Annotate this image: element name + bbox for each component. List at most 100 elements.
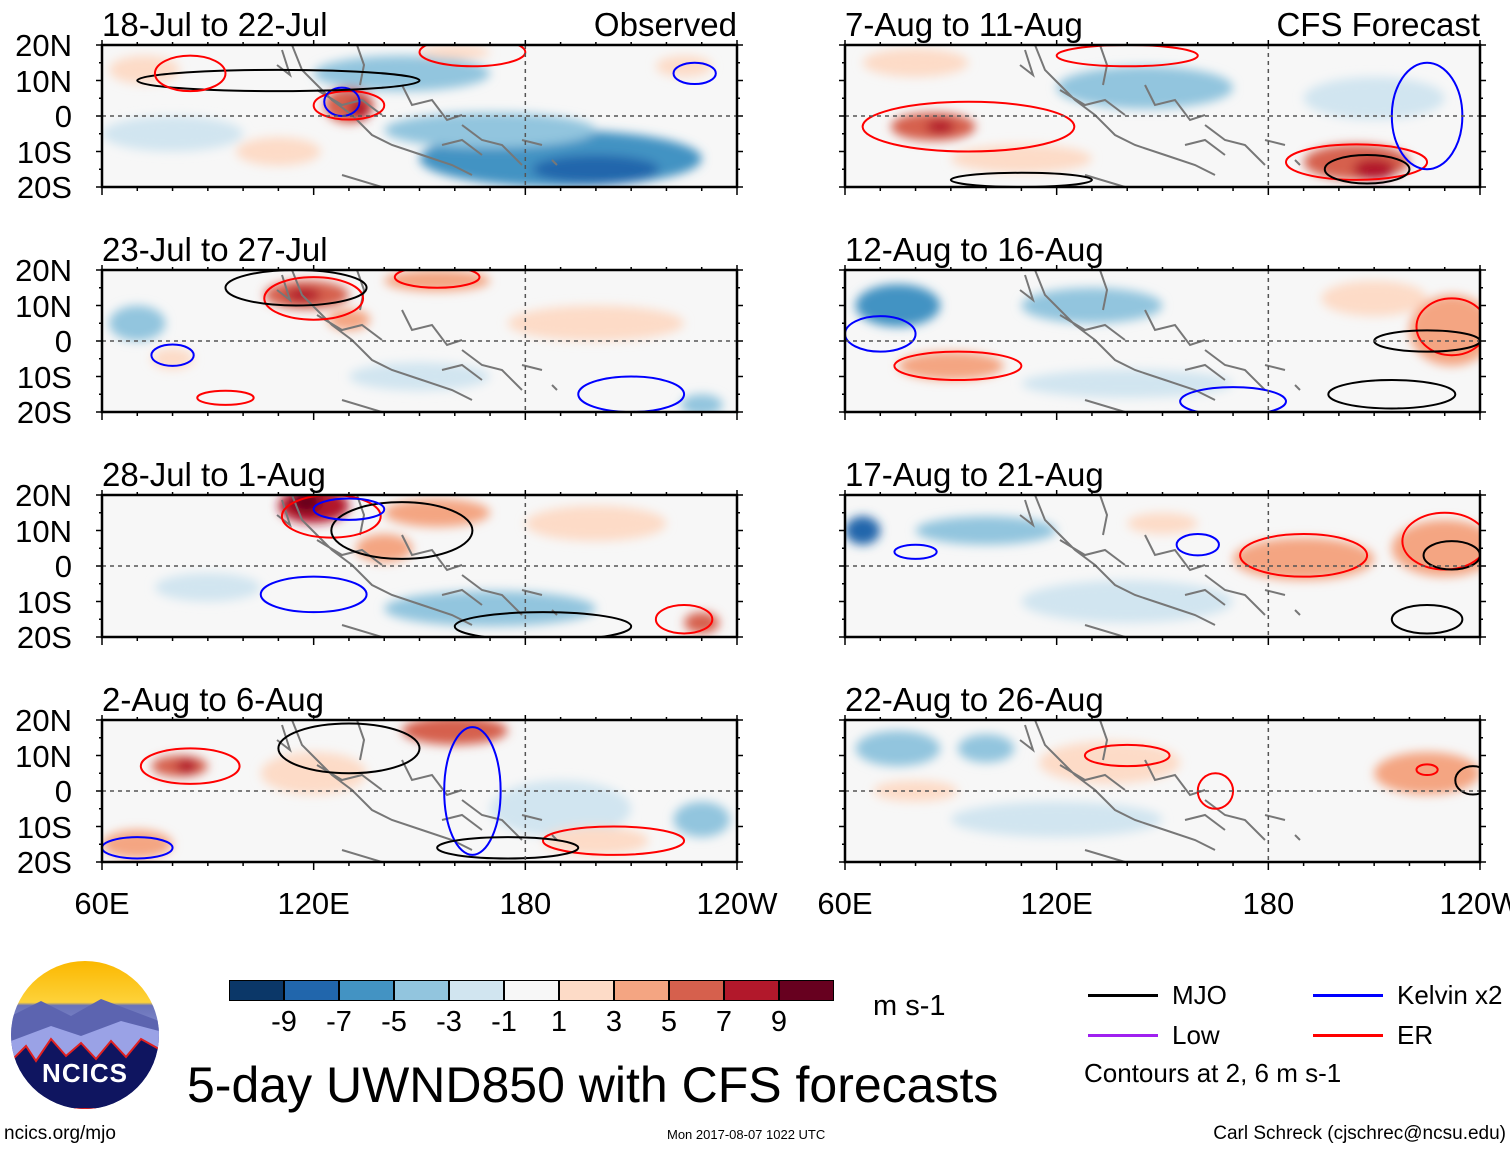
colorbar-label: 7 <box>715 1006 733 1038</box>
colorbar-label: 9 <box>770 1006 788 1038</box>
colorbar-swatch <box>284 980 339 1001</box>
map-svg <box>96 40 743 195</box>
colorbar-label: -5 <box>381 1006 407 1038</box>
legend-label: Kelvin x2 <box>1397 980 1503 1010</box>
anomaly-blob <box>1303 76 1445 120</box>
legend-swatch-mjo <box>1088 994 1158 997</box>
map-svg <box>839 490 1486 645</box>
anomaly-blob <box>926 119 955 134</box>
contour-er <box>1284 143 1429 181</box>
map-panel <box>839 265 1486 420</box>
logo-text: NCICS <box>42 1058 128 1088</box>
contour-er <box>541 825 686 856</box>
lon-tick-label: 60E <box>817 886 873 921</box>
anomaly-blob <box>176 759 198 774</box>
anomaly-blob <box>1127 512 1198 535</box>
contour-mjo <box>330 501 474 560</box>
panel-title: 2-Aug to 6-Aug <box>102 681 324 718</box>
anomaly-blob <box>862 48 969 77</box>
legend-label: Low <box>1172 1020 1220 1050</box>
lat-tick-label: 0 <box>54 324 72 359</box>
anomaly-blob <box>260 751 367 795</box>
map-svg <box>96 715 743 870</box>
panel-title: 7-Aug to 11-Aug <box>845 6 1083 43</box>
lon-tick-label: 120W <box>696 886 778 921</box>
lat-tick-label: 10N <box>15 738 72 774</box>
anomaly-blob <box>655 55 713 77</box>
map-panel <box>96 40 743 195</box>
anomaly-blob <box>1353 158 1396 180</box>
contour-kelvin <box>577 375 686 412</box>
anomaly-blob <box>915 516 1057 545</box>
lat-tick-label: 20N <box>15 253 72 288</box>
contour-kelvin <box>443 726 502 856</box>
lat-tick-label: 10S <box>16 584 72 620</box>
units-label: m s-1 <box>873 990 946 1022</box>
contour-er <box>1239 533 1369 578</box>
contour-er <box>1055 45 1199 68</box>
colorbar-label: 5 <box>660 1006 678 1038</box>
anomaly-blob <box>957 734 1015 763</box>
anomaly-blob <box>1391 519 1480 577</box>
contour-er <box>139 747 241 785</box>
colorbar-swatch <box>394 980 449 1001</box>
lon-tick-label: 120E <box>1020 886 1093 921</box>
anomaly-blob <box>845 516 881 545</box>
colorbar-swatch <box>229 980 284 1001</box>
contour-note: Contours at 2, 6 m s-1 <box>1084 1058 1342 1088</box>
lat-tick-label: 10S <box>16 134 72 170</box>
anomaly-blob <box>542 826 649 855</box>
anomaly-blob <box>401 720 508 745</box>
anomaly-blob <box>1233 537 1375 581</box>
contour-kelvin <box>102 836 174 860</box>
legend-label: ER <box>1397 1020 1434 1050</box>
panel-title: 12-Aug to 16-Aug <box>845 231 1104 268</box>
lat-tick-label: 10S <box>16 809 72 845</box>
colorbar-swatch <box>724 980 779 1001</box>
map-svg <box>839 715 1486 870</box>
colorbar-label: -3 <box>436 1006 462 1038</box>
panel-title: 23-Jul to 27-Jul <box>102 231 328 268</box>
map-panel <box>96 490 743 645</box>
map-panel <box>839 40 1486 195</box>
contour-mjo <box>1390 604 1464 635</box>
coastline <box>276 270 558 412</box>
contour-er <box>893 350 1023 382</box>
lat-tick-label: 10N <box>15 63 72 99</box>
colorbar-swatch <box>779 980 834 1001</box>
lat-tick-label: 20N <box>15 703 72 738</box>
contour-mjo <box>224 270 368 307</box>
panel-tag: Observed <box>593 6 737 43</box>
lon-tick-label: 120W <box>1439 886 1510 921</box>
anomaly-blob <box>1374 751 1480 795</box>
anomaly-blob <box>532 155 660 184</box>
anomaly-blob <box>154 573 261 602</box>
anomaly-blob <box>1021 287 1163 324</box>
colorbar-swatch <box>559 980 614 1001</box>
map-panel <box>96 715 743 870</box>
contour-er <box>263 276 365 321</box>
anomaly-blob <box>1021 369 1234 398</box>
lat-tick-label: 20N <box>15 28 72 63</box>
legend-swatch-er <box>1313 1034 1383 1037</box>
colorbar-swatch <box>449 980 504 1001</box>
legend-label: MJO <box>1172 980 1227 1010</box>
contour-kelvin <box>323 86 361 117</box>
contour-mjo <box>1454 765 1480 796</box>
anomaly-blob <box>384 498 491 527</box>
colorbar-label: -9 <box>271 1006 297 1038</box>
lat-tick-label: 0 <box>54 774 72 809</box>
author-credit: Carl Schreck (cjschrec@ncsu.edu) <box>1213 1123 1506 1144</box>
map-panel <box>96 265 743 420</box>
contour-er <box>418 45 527 68</box>
lat-tick-label: 0 <box>54 99 72 134</box>
site-link[interactable]: ncics.org/mjo <box>4 1123 116 1144</box>
legend-swatch-kelvin <box>1313 994 1383 997</box>
anomaly-blob <box>873 780 958 802</box>
anomaly-blob <box>419 45 491 60</box>
anomaly-blob <box>673 801 730 838</box>
contour-er <box>280 495 382 539</box>
coastline <box>1019 720 1301 862</box>
contour-kelvin <box>1179 386 1287 412</box>
lon-tick-label: 180 <box>499 886 552 921</box>
